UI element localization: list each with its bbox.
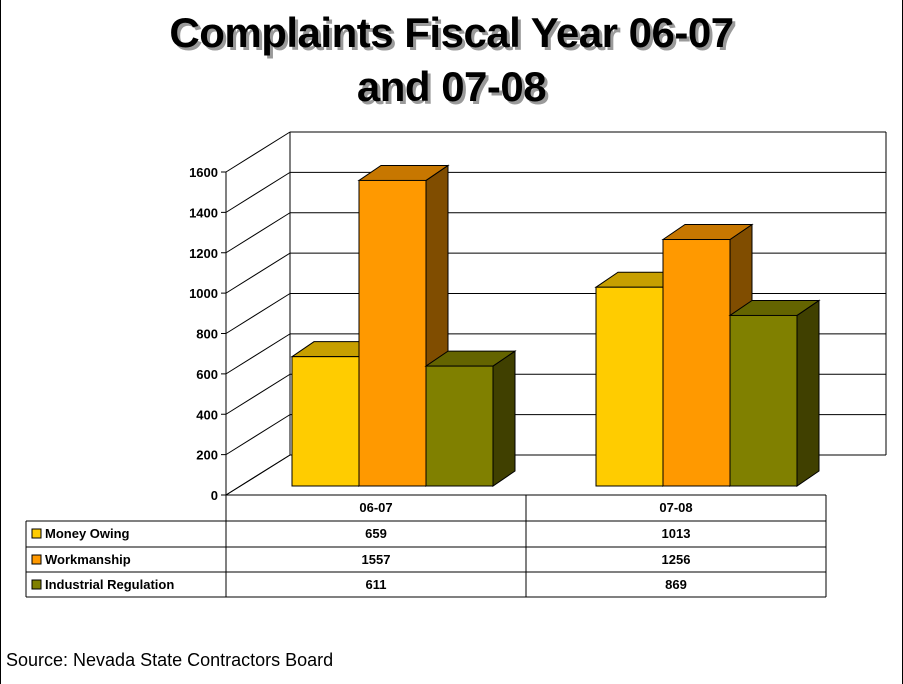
side-grid-line [225, 373, 291, 415]
bar-workmanship-07-08 [662, 239, 731, 487]
side-grid-line [225, 333, 291, 375]
y-tick-label: 600 [196, 367, 218, 382]
bar-side-face [492, 350, 516, 487]
legend-label-workmanship: Workmanship [45, 552, 131, 567]
y-tick-label: 0 [211, 488, 218, 503]
table-cell-value: 1557 [362, 552, 391, 567]
side-grid-line [225, 252, 291, 294]
y-tick-label: 1400 [189, 205, 218, 220]
side-grid-line [225, 171, 291, 213]
y-tick-label: 800 [196, 327, 218, 342]
bar-side-face [796, 299, 820, 487]
y-tick-label: 400 [196, 407, 218, 422]
table-cell-value: 611 [366, 577, 387, 592]
side-grid-line [225, 414, 291, 456]
bar-money-owing-06-07 [291, 356, 360, 487]
title-line-1: Complaints Fiscal Year 06-07 [169, 9, 734, 56]
table-header-07-08: 07-08 [659, 500, 692, 515]
legend-label-industrial-regulation: Industrial Regulation [45, 577, 174, 592]
bar-workmanship-06-07 [358, 179, 427, 487]
y-tick-label: 1200 [189, 246, 218, 261]
legend-label-money-owing: Money Owing [45, 526, 130, 541]
y-tick-label: 1600 [189, 165, 218, 180]
y-tick-label: 1000 [189, 286, 218, 301]
table-header-06-07: 06-07 [359, 500, 392, 515]
bar-money-owing-07-08 [595, 286, 664, 487]
title-line-2: and 07-08 [356, 63, 547, 110]
source-note: Source: Nevada State Contractors Board [6, 650, 334, 670]
table-cell-value: 1013 [662, 526, 691, 541]
y-tick-label: 200 [196, 448, 218, 463]
table-cell-value: 1256 [662, 552, 691, 567]
legend-key-money-owing [31, 528, 42, 539]
side-grid-line [225, 212, 291, 254]
legend-key-industrial-regulation [31, 579, 42, 590]
side-grid-line [225, 131, 291, 173]
bar-industrial-regulation-06-07 [425, 365, 494, 487]
legend-key-workmanship [31, 554, 42, 565]
table-cell-value: 869 [665, 577, 687, 592]
side-grid-line [225, 293, 291, 334]
table-cell-value: 659 [365, 526, 387, 541]
floor-left-edge [225, 454, 291, 496]
chart-title: Complaints Fiscal Year 06-07 and 07-08 [0, 6, 903, 114]
bar-industrial-regulation-07-08 [729, 314, 798, 487]
